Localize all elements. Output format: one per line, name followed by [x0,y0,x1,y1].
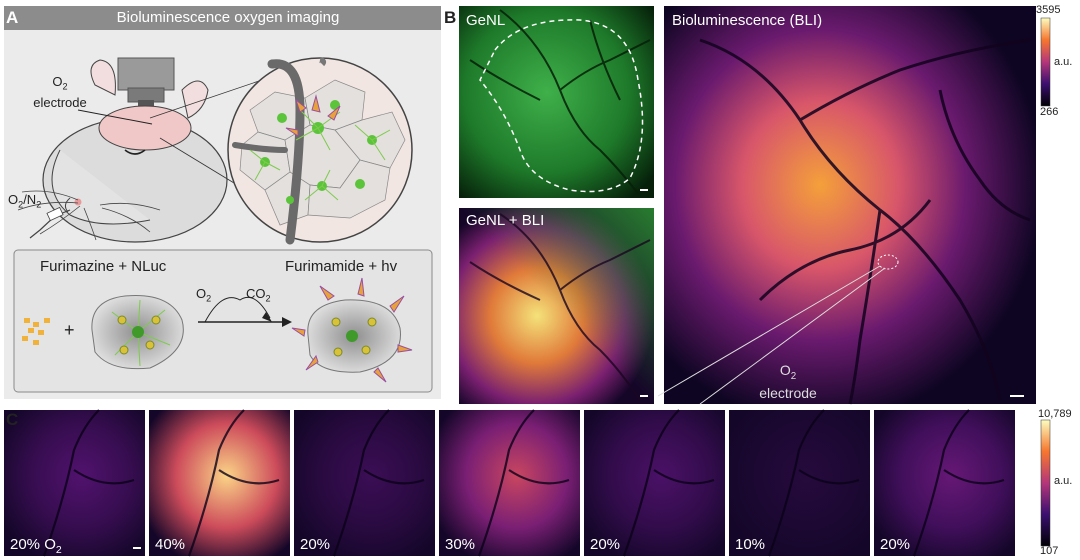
panel-a-header [4,6,441,30]
panel-c-frame-label: 10% [735,536,766,553]
panel-c-frame-vessels-6 [767,409,860,557]
bli-electrode-label: O2 electrode [759,362,817,401]
panel-a-title: Bioluminescence oxygen imaging [116,9,340,26]
panel-c-colorbar-max: 10,789 [1038,408,1072,420]
furimazine-molecules [22,318,50,345]
arrow-o2-label: O2 [196,286,212,304]
nluc-cell-illustration [91,295,184,370]
zoom-line-top [149,79,263,119]
panel-c-frame-vessels-2 [187,409,280,557]
plus-sign: + [64,320,75,340]
arrow-co2-label: CO2 [246,286,271,304]
zoomed-cortex-circle [227,57,413,245]
panel-c-frame-label: 20% [300,536,331,553]
panel-c-frame-label: 20% [880,536,911,553]
bli-vessels [699,38,1031,405]
reaction-arrow [198,296,292,327]
panel-c-frame-label: 40% [155,536,186,553]
microscope-objective-illustration [117,57,175,106]
bli-image [664,6,1036,404]
o2-electrode-label: O2 electrode [33,74,87,110]
genl-bli-vessels [469,213,651,401]
bli-colorbar-unit: a.u. [1054,56,1073,68]
panel-c-letter: C [6,410,19,429]
bli-colorbar-min: 266 [1040,106,1059,118]
panel-b-letter: B [444,8,457,27]
bli-label: Bioluminescence (BLI) [672,12,823,29]
glowing-cell-illustration [291,277,413,383]
panel-c-frame-vessels-7 [912,409,1005,557]
panel-c-frame-vessels-5 [622,409,715,557]
genl-label: GeNL [466,12,506,29]
bli-colorbar-max: 3595 [1036,4,1061,16]
panel-c-frame-label: 20% [590,536,621,553]
genl-image [459,6,654,198]
genl-bli-label: GeNL + BLI [466,212,545,229]
panel-c-frame-label: 20% O2 [10,536,62,556]
electrode-target-marker [877,254,899,270]
gas-label: O2/N2 [8,192,42,210]
bli-colorbar [1040,17,1051,107]
reactant-label: Furimazine + NLuc [40,258,167,275]
mouse-illustration [17,59,228,243]
panel-c-colorbar-min: 107 [1040,545,1059,557]
electrode-line-1 [657,265,881,397]
panel-c-frame-vessels-4 [477,409,570,557]
genl-bli-green-overlay [459,208,654,404]
panel-c-frame-label: 30% [445,536,476,553]
panel-c-frames [4,409,1015,557]
panel-a-letter: A [6,8,19,27]
electrode-pointer-line [77,109,153,125]
electrode-line-2 [699,267,886,405]
panel-c-frame-vessels-1 [42,409,135,557]
genl-vessels [469,9,651,197]
panel-c-colorbar-unit: a.u. [1054,475,1073,487]
product-label: Furimamide + hv [285,258,398,275]
panel-c-frame-vessels-3 [332,409,425,557]
genl-roi-outline [479,19,644,193]
panel-c-colorbar [1040,419,1051,547]
